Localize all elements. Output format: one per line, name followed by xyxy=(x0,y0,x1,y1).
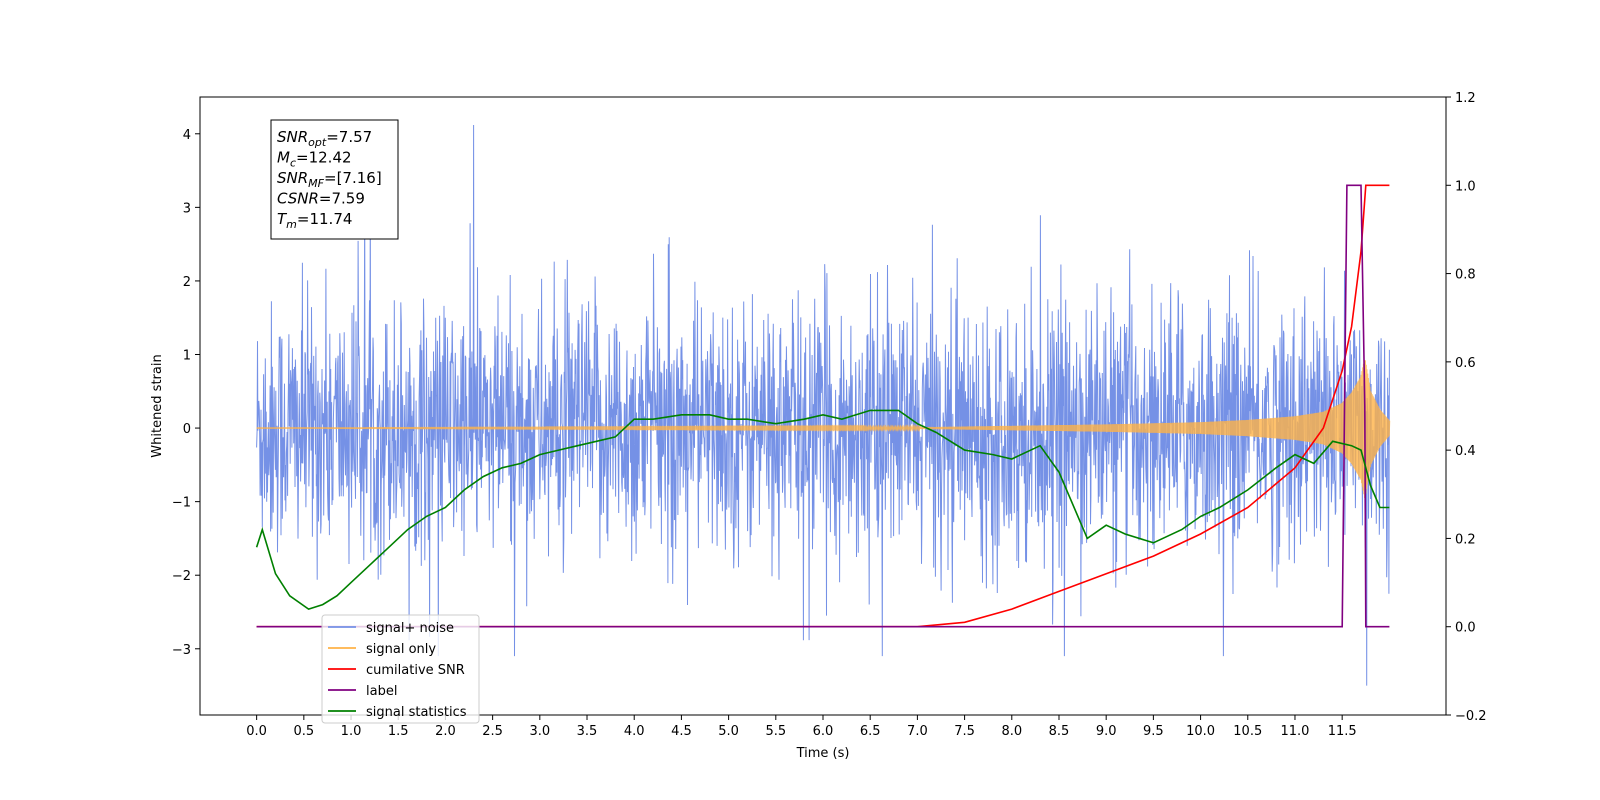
y2-tick-label: 0.2 xyxy=(1455,532,1476,547)
y2-tick-label: 0.0 xyxy=(1455,621,1476,636)
x-tick-label: 7.5 xyxy=(954,724,975,739)
x-tick-label: 3.0 xyxy=(529,724,550,739)
y2-tick-label: 1.0 xyxy=(1455,179,1476,194)
y2-tick-label: 0.6 xyxy=(1455,356,1476,371)
y2-tick-label: 0.8 xyxy=(1455,268,1476,283)
x-tick-label: 0.0 xyxy=(246,724,267,739)
legend-label: signal+ noise xyxy=(366,621,454,636)
x-tick-label: 3.5 xyxy=(577,724,598,739)
stat-line: Mc=12.42 xyxy=(277,149,352,170)
signal-only-line xyxy=(256,359,1391,499)
x-tick-label: 10.0 xyxy=(1186,724,1215,739)
y2-tick-label: 1.2 xyxy=(1455,91,1476,106)
legend-label: signal only xyxy=(366,642,436,657)
legend-frame xyxy=(321,614,480,724)
x-tick-label: 8.5 xyxy=(1049,724,1070,739)
x-axis: 0.0 0.5 1.0 1.5 2.0 2.5 3.0 3.5 4.0 4.5 5.0 5.5 6.0 6… xyxy=(246,715,1357,739)
x-tick-label: 4.0 xyxy=(624,724,645,739)
y-tick-label: 3 xyxy=(183,201,191,216)
y-tick-label: 2 xyxy=(183,275,191,290)
stat-line: SNRMF=[7.16] xyxy=(277,169,382,190)
x-tick-label: 5.5 xyxy=(765,724,786,739)
x-tick-label: 9.5 xyxy=(1143,724,1164,739)
x-tick-label: 6.0 xyxy=(813,724,834,739)
stat-line: SNRopt=7.57 xyxy=(277,128,372,149)
y-tick-label: −3 xyxy=(172,643,191,658)
legend-label: cumilative SNR xyxy=(366,663,465,678)
stat-line: CSNR=7.59 xyxy=(277,190,365,208)
x-tick-label: 4.5 xyxy=(671,724,692,739)
plot-area xyxy=(255,124,1391,686)
x-tick-label: 1.5 xyxy=(388,724,409,739)
y-axis-label: Whitened strain xyxy=(150,354,165,457)
x-tick-label: 10.5 xyxy=(1233,724,1262,739)
noise-series-line xyxy=(256,124,1390,686)
x-tick-label: 8.0 xyxy=(1001,724,1022,739)
x-tick-label: 9.0 xyxy=(1096,724,1117,739)
y-tick-label: 4 xyxy=(183,128,191,143)
y-axis-right: −0.2 0.0 0.2 0.4 0.6 0.8 1.0 1.2 xyxy=(1446,91,1487,724)
x-tick-label: 1.0 xyxy=(341,724,362,739)
x-tick-label: 6.5 xyxy=(860,724,881,739)
signal-statistics-line xyxy=(255,409,1390,610)
x-tick-label: 0.5 xyxy=(293,724,314,739)
y2-tick-label: −0.2 xyxy=(1455,709,1487,724)
legend-label: signal statistics xyxy=(366,705,467,720)
x-axis-label: Time (s) xyxy=(796,746,850,761)
cumulative-snr-line xyxy=(256,184,1390,628)
stats-box: SNRopt=7.57Mc=12.42SNRMF=[7.16]CSNR=7.59… xyxy=(270,119,399,240)
y-tick-label: −1 xyxy=(172,496,191,511)
x-tick-label: 11.0 xyxy=(1280,724,1309,739)
y-tick-label: −2 xyxy=(172,569,191,584)
label-line xyxy=(256,184,1390,628)
y-tick-label: 1 xyxy=(183,349,191,364)
x-tick-label: 11.5 xyxy=(1328,724,1357,739)
x-tick-label: 5.0 xyxy=(718,724,739,739)
x-tick-label: 7.0 xyxy=(907,724,928,739)
y-tick-label: 0 xyxy=(183,422,191,437)
stat-line: Tm=11.74 xyxy=(277,210,352,231)
y2-tick-label: 0.4 xyxy=(1455,444,1476,459)
y-axis-left: −3 −2 −1 0 1 2 3 4 xyxy=(172,128,200,658)
legend-label: label xyxy=(366,684,397,699)
x-tick-label: 2.0 xyxy=(435,724,456,739)
x-tick-label: 2.5 xyxy=(482,724,503,739)
legend: signal+ noise signal only cumilative SNR la… xyxy=(321,614,480,724)
stats-box-frame xyxy=(270,119,399,240)
